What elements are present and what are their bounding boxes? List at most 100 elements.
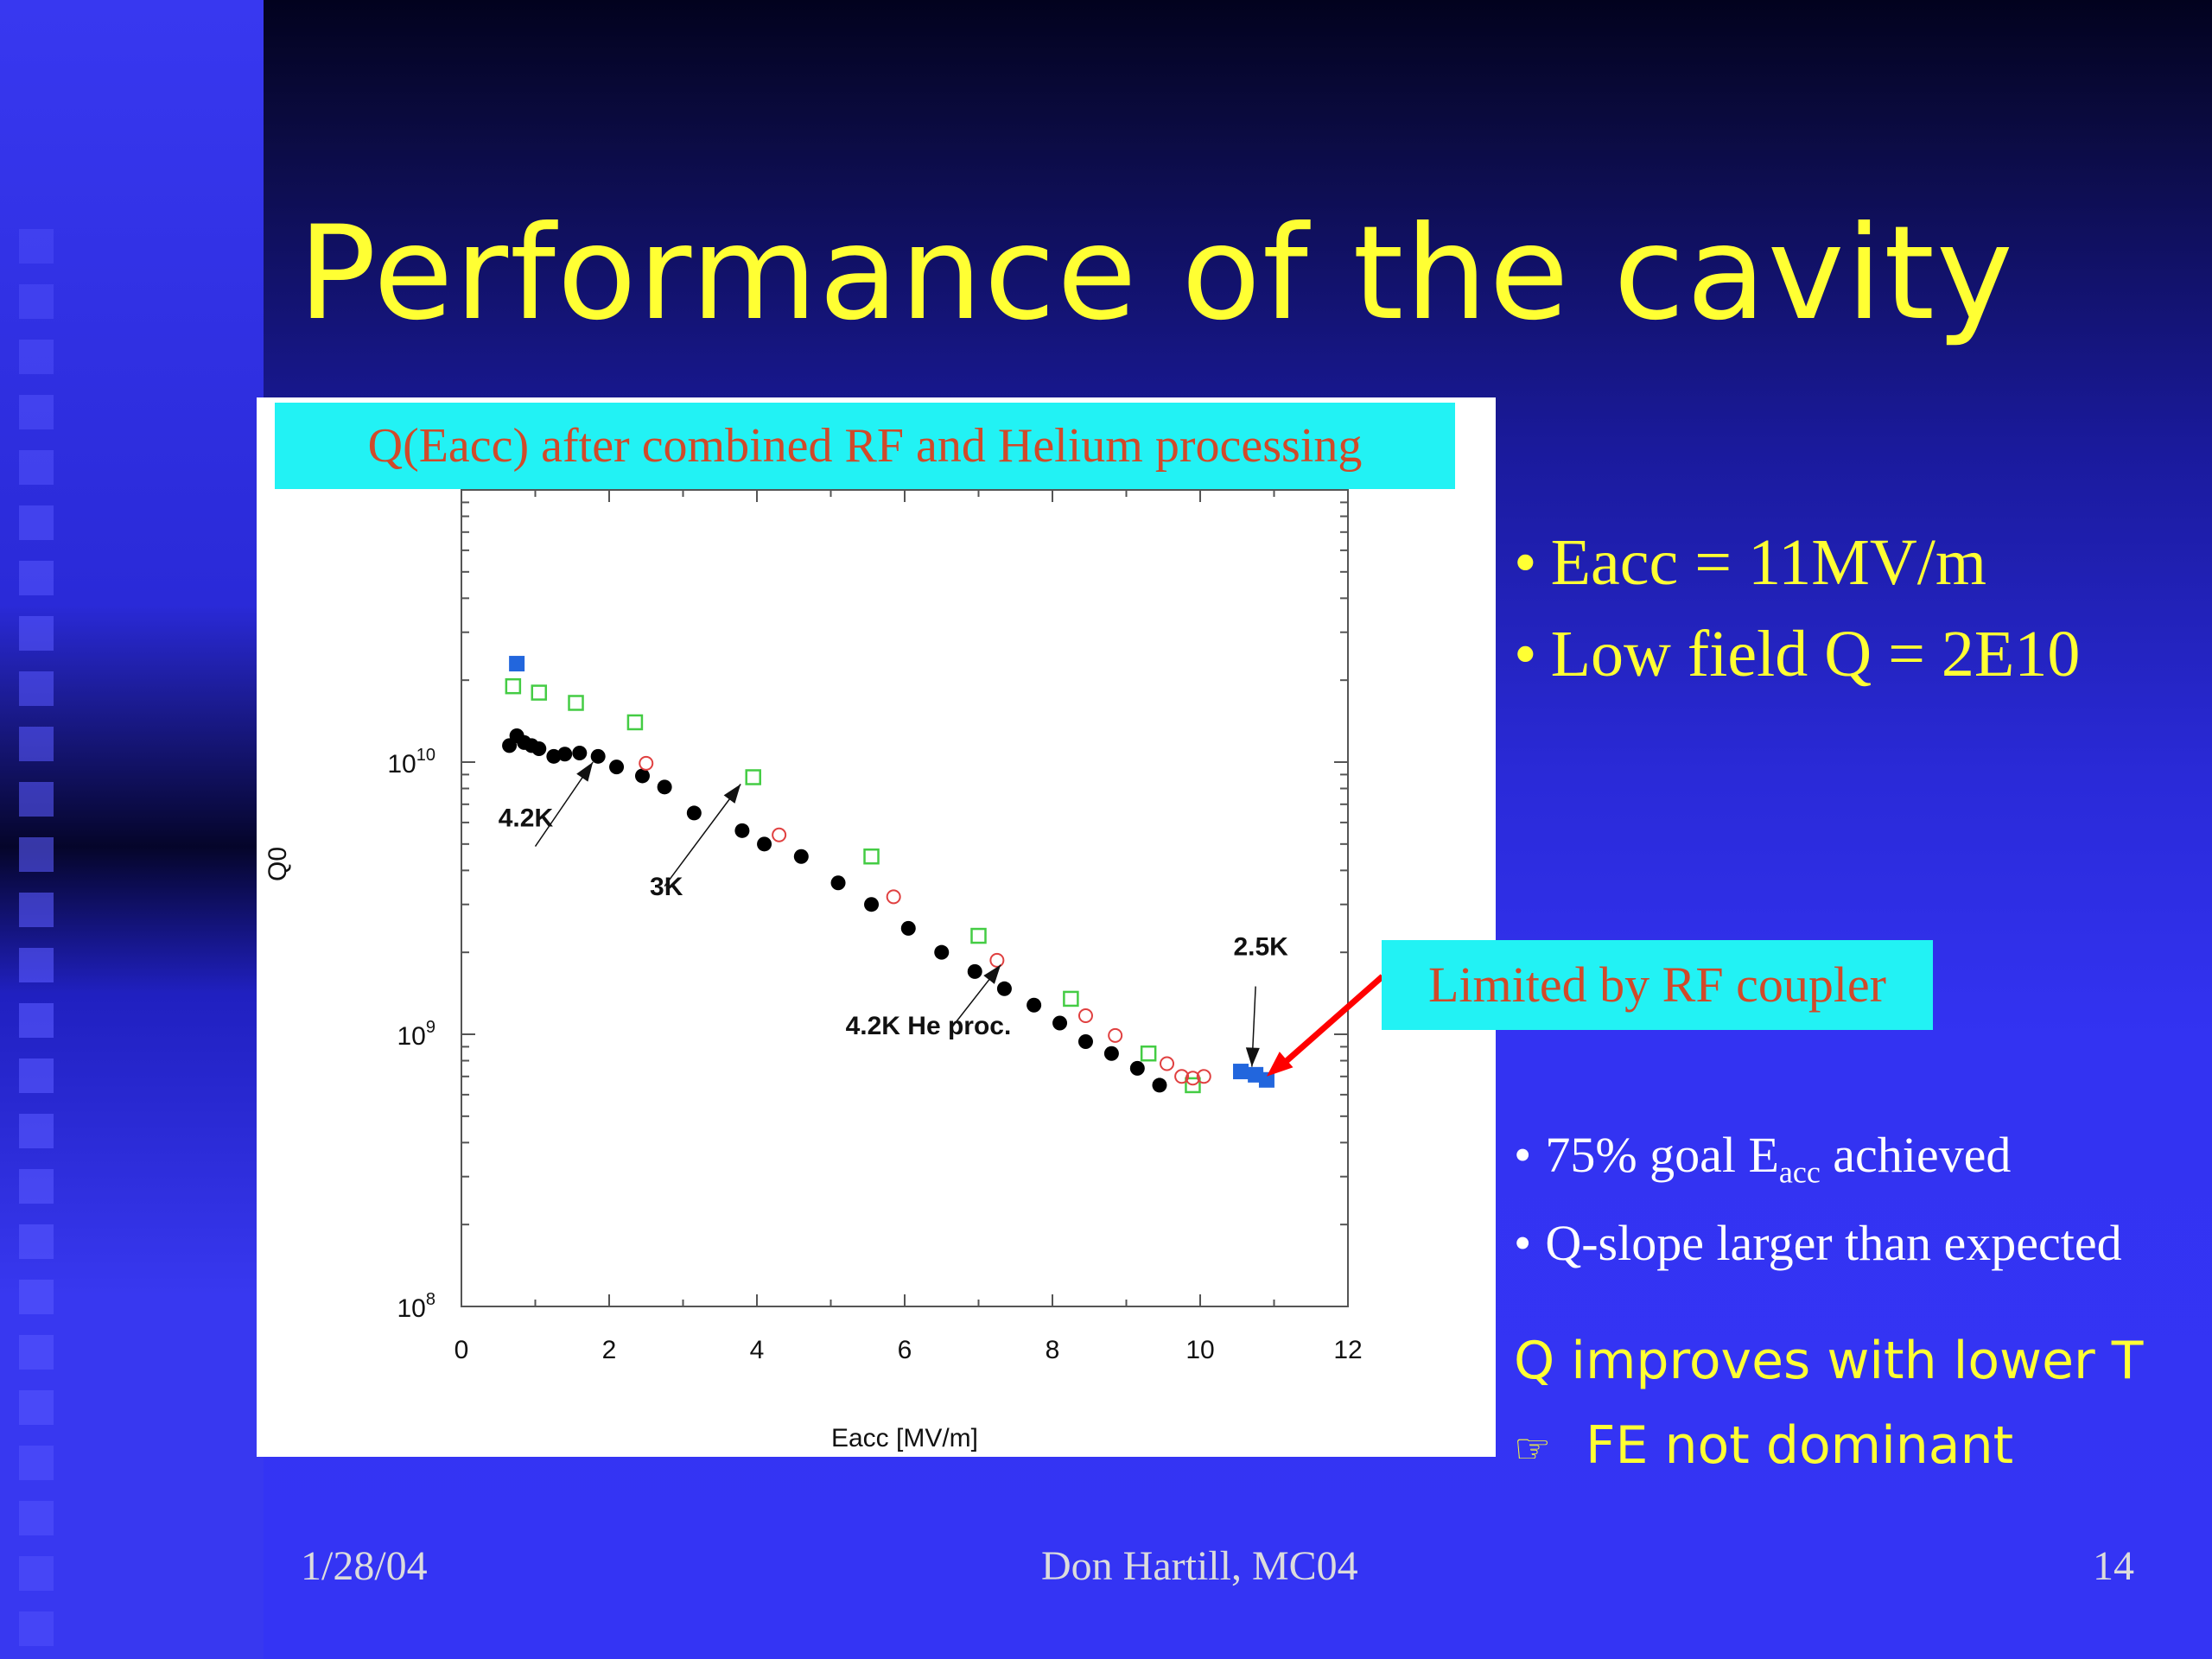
x-tick-label: 2 xyxy=(602,1336,617,1364)
x-tick-label: 0 xyxy=(454,1336,469,1364)
annotation-label: 3K xyxy=(650,873,683,901)
data-point xyxy=(1052,1015,1068,1031)
series-open-square xyxy=(505,677,1201,1094)
bullet-text: Q-slope larger than expected xyxy=(1545,1214,2122,1271)
data-point xyxy=(1077,1008,1093,1024)
data-point xyxy=(1140,1045,1157,1062)
data-point xyxy=(1077,1033,1093,1049)
data-point xyxy=(557,747,573,762)
data-point xyxy=(626,714,644,731)
data-point xyxy=(989,952,1005,968)
data-point xyxy=(509,656,525,672)
decor-square xyxy=(19,284,54,319)
decor-square xyxy=(19,616,54,651)
decor-square xyxy=(19,1611,54,1646)
x-tick-label: 4 xyxy=(750,1336,765,1364)
y-tick-label: 109 xyxy=(397,1018,436,1051)
bullet-subscript: acc xyxy=(1778,1154,1821,1190)
note-fe-not-dominant: ☞ FE not dominant xyxy=(1514,1403,2143,1491)
decor-square xyxy=(19,782,54,817)
footer-author: Don Hartill, MC04 xyxy=(1041,1543,1358,1589)
coupler-arrow-head xyxy=(1266,1052,1294,1077)
bullet-dot: • xyxy=(1514,526,1537,599)
slide-title: Performance of the cavity xyxy=(298,199,2015,349)
decor-square xyxy=(19,1390,54,1425)
note-q-improves: Q improves with lower T xyxy=(1514,1331,2144,1391)
decor-square xyxy=(19,727,54,761)
decor-square xyxy=(19,837,54,872)
x-tick-label: 6 xyxy=(898,1336,912,1364)
slide-number: 14 xyxy=(2093,1543,2134,1589)
bullet-dot: • xyxy=(1514,618,1537,690)
decor-square xyxy=(19,505,54,540)
annotation-arrow-head xyxy=(576,762,594,782)
decor-square xyxy=(19,561,54,595)
annotation-arrow-head xyxy=(1245,1047,1260,1067)
key-results-list: • Eacc = 11MV/m • Low field Q = 2E10 xyxy=(1514,517,2080,700)
data-point xyxy=(967,963,982,979)
data-point xyxy=(634,768,650,784)
data-point xyxy=(757,836,772,852)
footer-date: 1/28/04 xyxy=(301,1543,428,1589)
y-axis-label: Q0 xyxy=(264,847,292,881)
data-point xyxy=(639,755,654,771)
x-tick-label: 10 xyxy=(1185,1336,1214,1364)
annotation-label: 4.2K xyxy=(499,804,554,833)
data-point xyxy=(934,944,950,960)
data-point xyxy=(1108,1027,1123,1043)
data-point xyxy=(1196,1069,1211,1084)
data-point xyxy=(609,760,625,775)
data-point xyxy=(1160,1056,1175,1071)
decor-square xyxy=(19,340,54,374)
data-point xyxy=(734,823,750,838)
left-decor-band xyxy=(0,0,264,1659)
data-point xyxy=(886,889,901,905)
decor-square xyxy=(19,893,54,927)
data-point xyxy=(1258,1071,1274,1088)
annotation-arrow-head xyxy=(723,784,741,804)
x-tick-label: 12 xyxy=(1333,1336,1362,1364)
data-point xyxy=(996,981,1012,996)
bullet-goal-achieved: • 75% goal Eacc achieved xyxy=(1514,1120,2122,1208)
data-point xyxy=(772,827,787,842)
data-point xyxy=(546,748,562,764)
data-point xyxy=(793,849,809,864)
data-point xyxy=(863,848,880,865)
plot-panel xyxy=(257,397,1496,1457)
annotation-label: 4.2K He proc. xyxy=(846,1012,1012,1040)
bullet-dot: • xyxy=(1514,1214,1532,1271)
annotation-label: 2.5K xyxy=(1233,933,1288,962)
bullet-q-slope: • Q-slope larger than expected xyxy=(1514,1208,2122,1279)
decor-square xyxy=(19,1280,54,1314)
y-tick-label: 108 xyxy=(397,1290,436,1323)
data-point xyxy=(657,779,672,795)
bullet-text-tail: achieved xyxy=(1820,1127,2012,1183)
decor-square xyxy=(19,671,54,706)
decor-square xyxy=(19,450,54,485)
data-point xyxy=(745,769,761,785)
data-point xyxy=(1027,997,1042,1013)
bullet-eacc: • Eacc = 11MV/m xyxy=(1514,517,2080,608)
data-point xyxy=(1129,1060,1145,1076)
data-point xyxy=(1103,1046,1119,1061)
decor-square xyxy=(19,229,54,264)
series-open-circle xyxy=(639,755,1211,1086)
data-point xyxy=(1063,990,1079,1007)
x-tick-label: 8 xyxy=(1046,1336,1060,1364)
data-point xyxy=(531,684,548,701)
data-point xyxy=(970,927,987,944)
series-filled-circle xyxy=(502,728,1167,1093)
note-text: FE not dominant xyxy=(1586,1415,2014,1476)
x-axis-label: Eacc [MV/m] xyxy=(831,1424,978,1452)
data-point xyxy=(864,897,880,912)
chart-title: Q(Eacc) after combined RF and Helium pro… xyxy=(275,403,1455,489)
decor-square xyxy=(19,1556,54,1591)
data-point xyxy=(1185,1077,1201,1094)
data-point xyxy=(505,677,522,695)
data-point xyxy=(1174,1069,1190,1084)
series-filled-square xyxy=(509,656,1274,1088)
data-point xyxy=(568,695,584,711)
annotation-rf-coupler: Limited by RF coupler xyxy=(1382,940,1933,1030)
bullet-dot: • xyxy=(1514,1127,1532,1183)
decor-square xyxy=(19,1501,54,1535)
